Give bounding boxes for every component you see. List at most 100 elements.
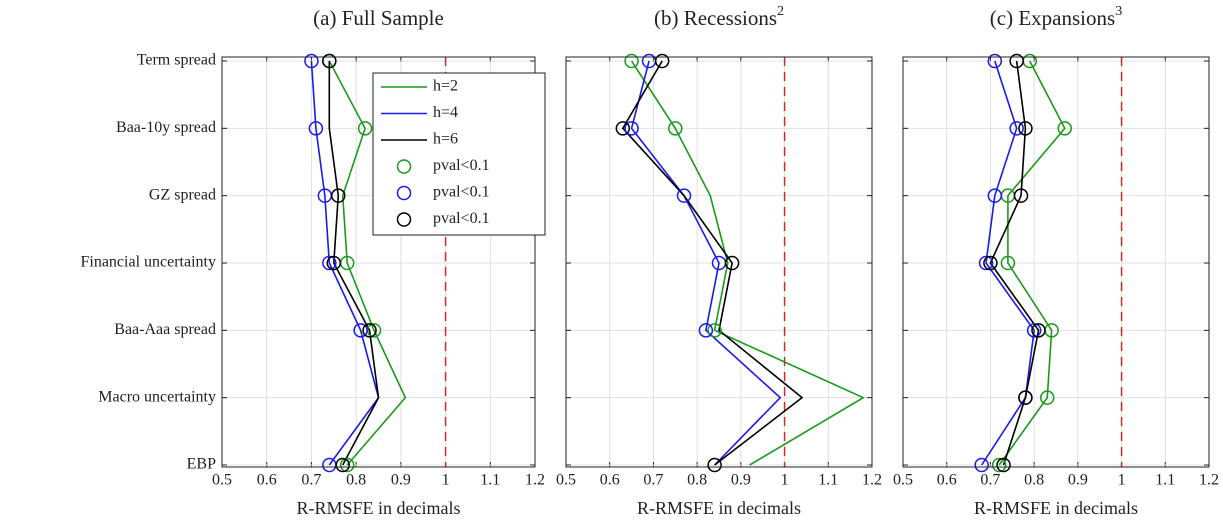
x-tick-label: 0.8 <box>1024 472 1044 489</box>
x-tick-label: 1.1 <box>1155 472 1175 489</box>
series-line <box>989 60 1040 466</box>
axes-box <box>902 56 1210 468</box>
title-text: (b) Recessions <box>654 6 777 30</box>
x-tick-label: 1 <box>781 472 789 489</box>
x-tick-label: 1.2 <box>862 472 882 489</box>
legend-label: pval<0.1 <box>433 157 490 174</box>
legend-label: h=6 <box>433 131 458 148</box>
axes-box <box>565 56 873 468</box>
x-tick-label: 1.1 <box>480 472 500 489</box>
series-line <box>328 61 380 466</box>
x-tick-label: 0.6 <box>257 472 277 489</box>
legend-swatch <box>396 159 412 174</box>
marker <box>987 53 1003 69</box>
x-tick-label: 0.9 <box>1068 472 1088 489</box>
chart-title: (c) Expansions3 <box>990 4 1122 30</box>
title-superscript: 2 <box>777 4 784 19</box>
marker <box>987 188 1003 203</box>
x-tick-label: 0.6 <box>600 472 620 489</box>
x-tick-label: 1.1 <box>818 472 838 489</box>
marker <box>1000 255 1016 271</box>
x-tick-label: 0.9 <box>391 472 411 489</box>
x-axis-label: R-RMSFE in decimals <box>296 498 460 518</box>
marker <box>308 121 324 136</box>
marker <box>707 323 722 338</box>
marker <box>1031 323 1046 338</box>
x-tick-label: 0.8 <box>687 472 707 489</box>
marker <box>1057 121 1072 136</box>
marker <box>1040 390 1055 405</box>
marker <box>1009 121 1024 136</box>
marker <box>335 457 350 473</box>
marker <box>654 53 670 69</box>
marker <box>326 255 342 271</box>
marker <box>724 255 740 271</box>
y-tick-label: Baa-10y spread <box>116 119 216 136</box>
marker <box>353 323 368 338</box>
marker <box>624 53 639 69</box>
series-line <box>621 60 804 466</box>
marker <box>624 121 639 136</box>
marker <box>983 255 998 271</box>
series-line <box>998 60 1066 466</box>
y-tick-label: Macro uncertainty <box>98 388 216 405</box>
x-tick-label: 0.7 <box>980 472 1000 489</box>
legend-label: h=2 <box>433 78 458 95</box>
marker <box>991 457 1007 473</box>
x-tick-label: 0.6 <box>937 472 957 489</box>
series-line <box>630 60 865 466</box>
marker <box>1013 188 1029 203</box>
legend-label: h=4 <box>433 104 458 121</box>
marker <box>978 255 994 271</box>
x-tick-label: 1.2 <box>1199 472 1219 489</box>
x-tick-label: 0.8 <box>346 472 366 489</box>
marker <box>1026 323 1042 338</box>
x-tick-label: 0.7 <box>301 472 321 489</box>
x-axis-label: R-RMSFE in decimals <box>637 498 801 518</box>
legend-box <box>372 72 546 236</box>
y-tick-label: Term spread <box>137 52 216 69</box>
x-tick-label: 0.7 <box>643 472 663 489</box>
chart-title: (b) Recessions2 <box>654 4 784 30</box>
marker <box>996 457 1011 473</box>
x-tick-label: 0.5 <box>212 472 232 489</box>
marker <box>339 457 355 473</box>
marker <box>362 323 377 338</box>
title-superscript: 3 <box>1115 4 1122 19</box>
x-tick-label: 0.5 <box>556 472 576 489</box>
x-tick-label: 1 <box>1118 472 1126 489</box>
marker <box>1018 121 1033 136</box>
y-tick-label: EBP <box>187 456 216 473</box>
y-tick-label: Baa-Aaa spread <box>114 321 216 338</box>
marker <box>322 255 337 271</box>
legend-label: pval<0.1 <box>433 210 490 227</box>
marker <box>615 121 631 136</box>
marker <box>698 323 714 338</box>
x-tick-label: 1 <box>442 472 450 489</box>
x-tick-label: 0.5 <box>893 472 913 489</box>
title-text: (a) Full Sample <box>313 6 444 30</box>
series-line <box>630 60 782 466</box>
chart-title: (a) Full Sample <box>313 6 444 30</box>
series-line <box>328 60 407 466</box>
title-text: (c) Expansions <box>990 6 1115 30</box>
marker <box>1009 53 1024 69</box>
marker <box>322 53 337 69</box>
x-axis-label: R-RMSFE in decimals <box>974 498 1138 518</box>
marker <box>707 457 722 473</box>
axes-box <box>221 56 536 468</box>
marker <box>1018 390 1033 405</box>
marker <box>974 457 989 473</box>
marker <box>676 188 692 203</box>
y-tick-label: GZ spread <box>149 186 216 203</box>
x-tick-label: 0.9 <box>731 472 751 489</box>
x-tick-label: 1.2 <box>525 472 545 489</box>
marker <box>304 53 319 69</box>
legend-swatch <box>396 185 412 201</box>
marker <box>357 121 373 136</box>
legend-label: pval<0.1 <box>433 184 490 201</box>
marker <box>331 188 346 203</box>
marker <box>668 121 683 136</box>
y-tick-label: Financial uncertainty <box>80 254 216 271</box>
